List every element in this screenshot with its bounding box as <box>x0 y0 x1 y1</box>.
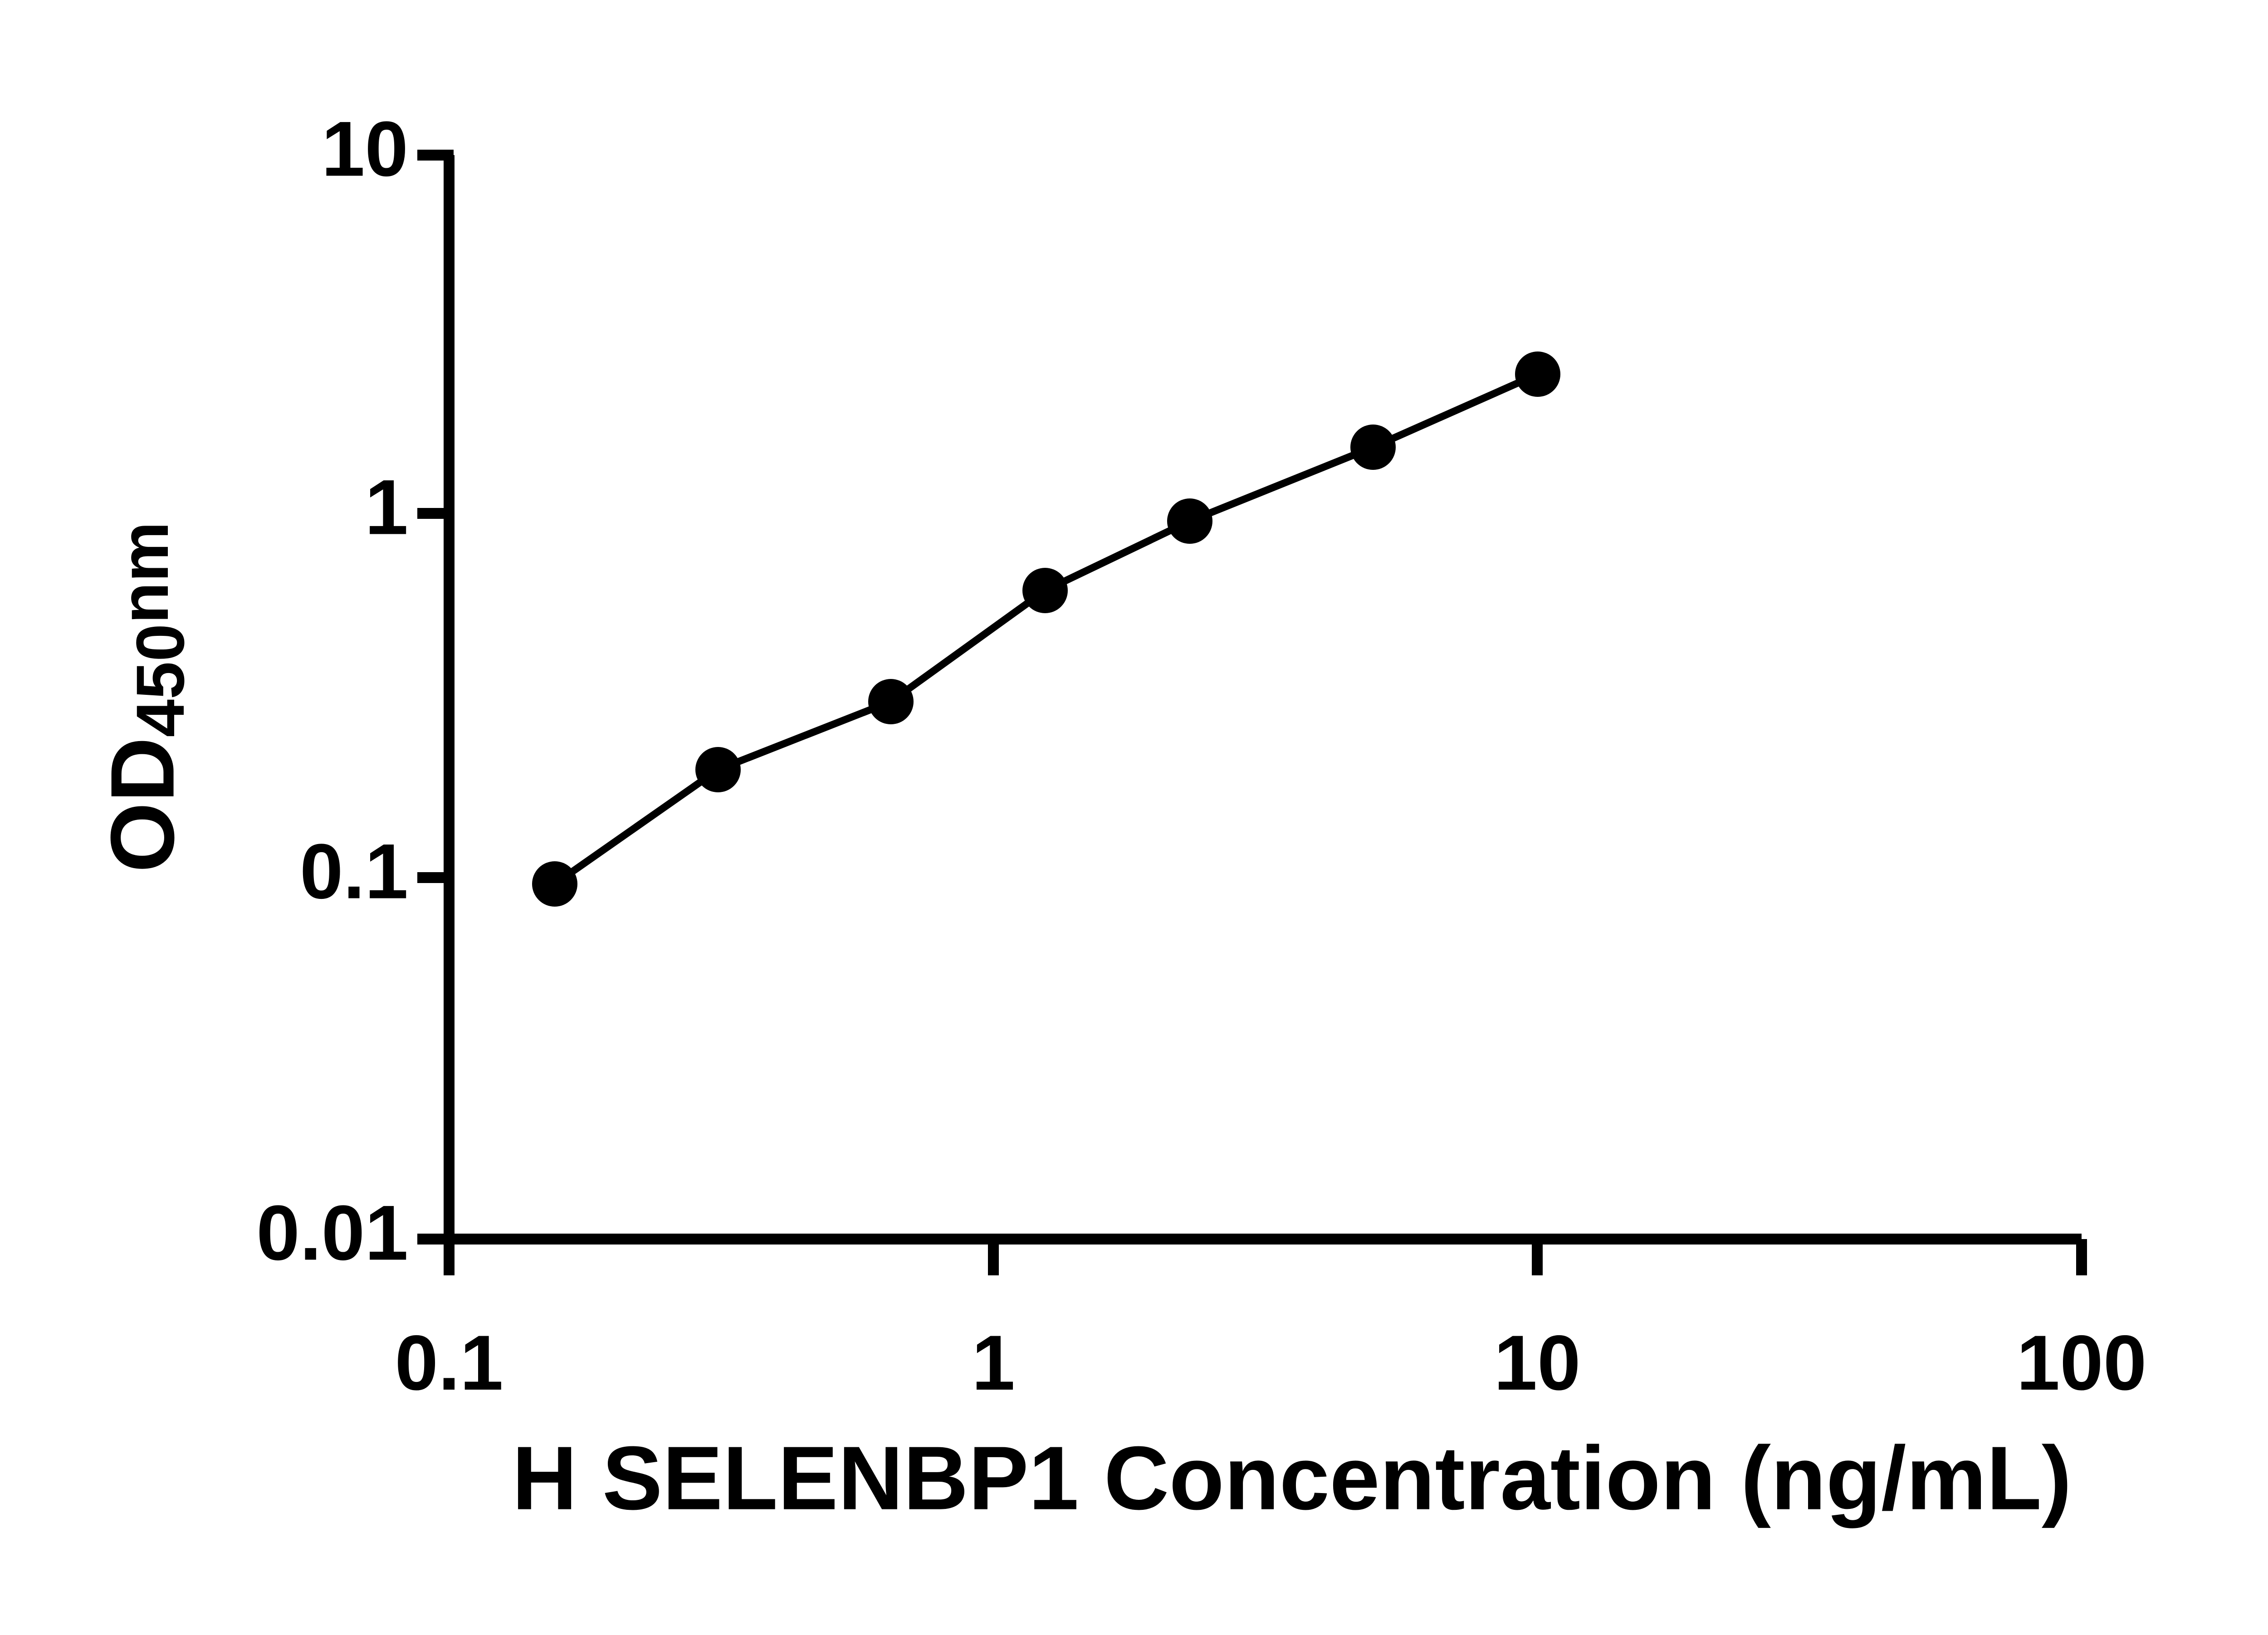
svg-text:1: 1 <box>365 464 408 551</box>
svg-text:10: 10 <box>1494 1319 1580 1406</box>
svg-text:10: 10 <box>322 105 408 192</box>
svg-text:0.01: 0.01 <box>256 1189 408 1276</box>
svg-text:0.1: 0.1 <box>395 1319 503 1406</box>
svg-text:0.1: 0.1 <box>300 828 408 915</box>
svg-text:H SELENBP1 Concentration (ng/m: H SELENBP1 Concentration (ng/mL) <box>512 1428 2072 1529</box>
svg-text:100: 100 <box>2017 1319 2147 1406</box>
svg-text:1: 1 <box>972 1319 1015 1406</box>
svg-text:OD450nm: OD450nm <box>93 522 198 873</box>
